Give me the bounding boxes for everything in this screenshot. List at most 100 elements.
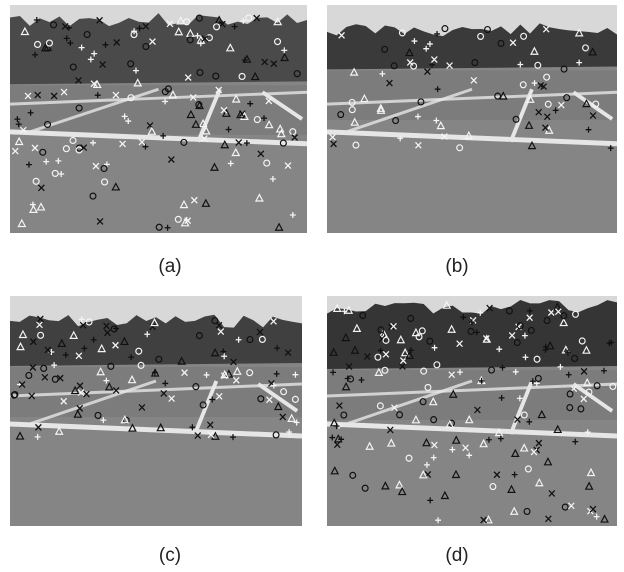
photo <box>10 5 307 233</box>
marker <box>37 331 45 339</box>
marker <box>534 374 542 383</box>
marker <box>67 40 74 47</box>
marker <box>382 350 390 358</box>
marker <box>62 351 69 358</box>
marker <box>111 182 121 191</box>
marker <box>430 416 438 424</box>
marker <box>130 30 138 39</box>
marker <box>440 490 450 500</box>
marker <box>589 112 597 119</box>
marker <box>338 31 345 39</box>
marker <box>523 507 531 516</box>
marker <box>553 424 563 434</box>
marker <box>225 43 235 52</box>
marker <box>54 426 64 435</box>
marker <box>138 403 146 411</box>
marker <box>43 42 53 51</box>
marker <box>376 105 386 114</box>
panel-label: (a) <box>158 256 182 277</box>
marker <box>231 147 241 157</box>
marker <box>70 385 80 395</box>
marker <box>11 147 19 155</box>
marker <box>180 138 188 146</box>
marker <box>83 30 91 39</box>
marker <box>484 25 491 34</box>
marker <box>104 329 111 337</box>
marker <box>329 347 339 356</box>
marker <box>220 140 230 149</box>
marker <box>14 116 21 123</box>
marker <box>570 385 578 393</box>
marker <box>253 14 261 22</box>
marker <box>347 375 355 383</box>
marker <box>399 357 407 365</box>
marker <box>270 382 277 389</box>
marker <box>155 223 163 231</box>
marker <box>221 108 231 117</box>
marker <box>176 16 186 25</box>
marker <box>418 470 428 479</box>
marker <box>135 347 143 355</box>
marker <box>281 47 288 54</box>
marker <box>272 431 280 439</box>
marker <box>582 345 591 354</box>
marker <box>411 415 421 424</box>
marker <box>184 74 192 81</box>
marker <box>329 434 336 441</box>
marker <box>534 477 544 487</box>
marker <box>69 136 77 145</box>
marker <box>160 389 168 397</box>
marker <box>45 39 54 47</box>
marker <box>142 42 150 51</box>
marker <box>127 94 135 102</box>
marker <box>533 355 541 363</box>
marker <box>280 388 288 396</box>
marker <box>286 429 293 436</box>
marker <box>225 126 232 133</box>
marker <box>63 35 70 42</box>
marker <box>104 382 114 391</box>
panel-label: (c) <box>158 545 182 566</box>
marker <box>166 20 174 28</box>
marker <box>565 349 571 356</box>
marker <box>96 366 106 376</box>
marker <box>62 145 70 153</box>
field-line <box>327 90 617 106</box>
marker <box>36 202 46 211</box>
marker <box>50 92 58 100</box>
marker <box>160 132 167 139</box>
marker <box>430 56 438 63</box>
marker <box>422 437 431 447</box>
marker <box>542 25 550 33</box>
marker <box>374 367 384 377</box>
marker <box>418 327 426 335</box>
marker <box>424 383 432 392</box>
marker <box>608 339 615 346</box>
marker <box>264 119 274 129</box>
marker <box>517 61 524 68</box>
field-line <box>508 380 534 435</box>
marker <box>103 377 110 384</box>
marker <box>189 424 196 431</box>
marker <box>586 467 596 477</box>
marker <box>592 100 600 108</box>
marker <box>246 369 254 377</box>
marker <box>291 395 299 403</box>
marker <box>201 126 211 135</box>
marker <box>344 305 354 314</box>
marker <box>14 136 24 146</box>
marker <box>498 394 505 401</box>
marker <box>377 326 385 334</box>
field-line <box>261 90 304 121</box>
marker <box>127 374 137 384</box>
marker <box>31 144 39 152</box>
marker <box>221 353 228 360</box>
marker <box>388 323 395 331</box>
marker <box>582 377 592 387</box>
marker <box>484 515 493 524</box>
marker <box>210 162 219 171</box>
marker <box>186 36 194 44</box>
marker <box>600 514 609 523</box>
marker <box>201 198 211 207</box>
